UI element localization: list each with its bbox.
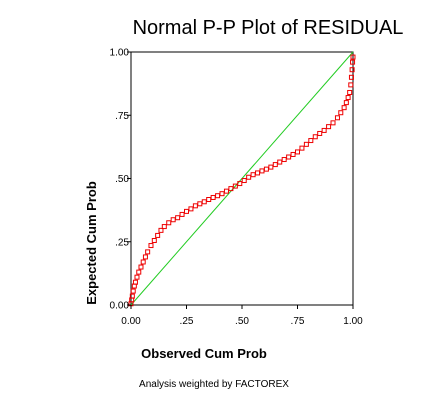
data-point — [170, 217, 176, 223]
data-point — [299, 145, 305, 151]
data-point — [348, 74, 354, 80]
data-point — [326, 124, 332, 130]
data-point — [317, 130, 323, 136]
data-point — [312, 134, 318, 140]
data-point — [136, 269, 142, 275]
data-point — [268, 164, 274, 170]
data-point — [151, 237, 157, 243]
y-tick-label: 1.00 — [110, 48, 130, 59]
data-point — [255, 170, 261, 176]
data-point — [138, 264, 144, 270]
data-point — [184, 208, 189, 214]
data-point — [334, 115, 340, 121]
data-point — [223, 188, 229, 194]
x-tick-label: .75 — [291, 316, 305, 327]
data-point — [272, 162, 278, 168]
x-tick-label: 1.00 — [343, 316, 363, 327]
chart-title: Normal P-P Plot of RESIDUAL — [133, 17, 404, 39]
data-point — [148, 243, 154, 249]
y-tick-label: .50 — [115, 174, 129, 185]
x-tick-label: .25 — [180, 316, 194, 327]
data-point — [295, 149, 300, 155]
data-point — [241, 178, 247, 184]
data-point — [155, 232, 161, 238]
data-point — [290, 151, 296, 157]
data-point — [308, 138, 314, 144]
data-point — [192, 203, 198, 209]
data-point — [348, 82, 354, 88]
data-point — [175, 215, 181, 221]
data-point — [179, 211, 185, 217]
plot-area: 0.00 .25 .50 .75 1.00 0.00 .25 .50 .75 1.00 — [110, 48, 364, 328]
analysis-note: Analysis weighted by FACTOREX — [139, 379, 289, 390]
data-point — [132, 279, 138, 285]
data-point — [263, 166, 269, 172]
x-tick-label: .50 — [235, 316, 249, 327]
data-point — [197, 201, 203, 207]
y-tick-label: .75 — [115, 111, 129, 122]
x-axis-title: Observed Cum Prob — [141, 346, 267, 361]
data-point — [259, 168, 265, 174]
data-point — [210, 194, 216, 200]
data-point — [341, 105, 347, 111]
y-axis-ticks: 0.00 .25 .50 .75 1.00 — [110, 48, 131, 312]
data-point — [281, 157, 287, 163]
y-axis-title: Expected Cum Prob — [84, 181, 99, 305]
data-point — [166, 220, 172, 226]
data-points — [128, 54, 356, 307]
data-point — [246, 174, 252, 180]
data-point — [134, 274, 140, 280]
data-point — [347, 89, 353, 95]
data-point — [232, 183, 238, 189]
data-point — [145, 249, 151, 255]
data-point — [343, 100, 349, 106]
data-point — [350, 59, 356, 65]
data-point — [345, 95, 351, 101]
data-point — [142, 254, 148, 260]
data-point — [158, 227, 164, 233]
data-point — [161, 224, 167, 230]
data-point — [140, 259, 146, 265]
data-point — [338, 110, 344, 116]
data-point — [219, 191, 225, 197]
data-point — [206, 197, 212, 202]
data-point — [350, 54, 356, 60]
data-point — [250, 172, 256, 178]
data-point — [237, 181, 243, 187]
data-point — [277, 159, 283, 165]
data-point — [286, 154, 292, 160]
x-tick-label: 0.00 — [121, 316, 141, 327]
data-point — [303, 141, 309, 147]
data-point — [228, 186, 234, 192]
data-point — [321, 127, 327, 133]
data-point — [188, 206, 194, 212]
data-point — [130, 288, 136, 294]
y-tick-label: .25 — [115, 237, 129, 248]
y-tick-label: 0.00 — [110, 301, 130, 312]
x-axis-ticks: 0.00 .25 .50 .75 1.00 — [121, 305, 363, 327]
data-point — [330, 120, 336, 126]
data-point — [129, 293, 135, 299]
data-point — [215, 193, 221, 199]
data-point — [201, 199, 207, 205]
data-point — [349, 67, 355, 73]
